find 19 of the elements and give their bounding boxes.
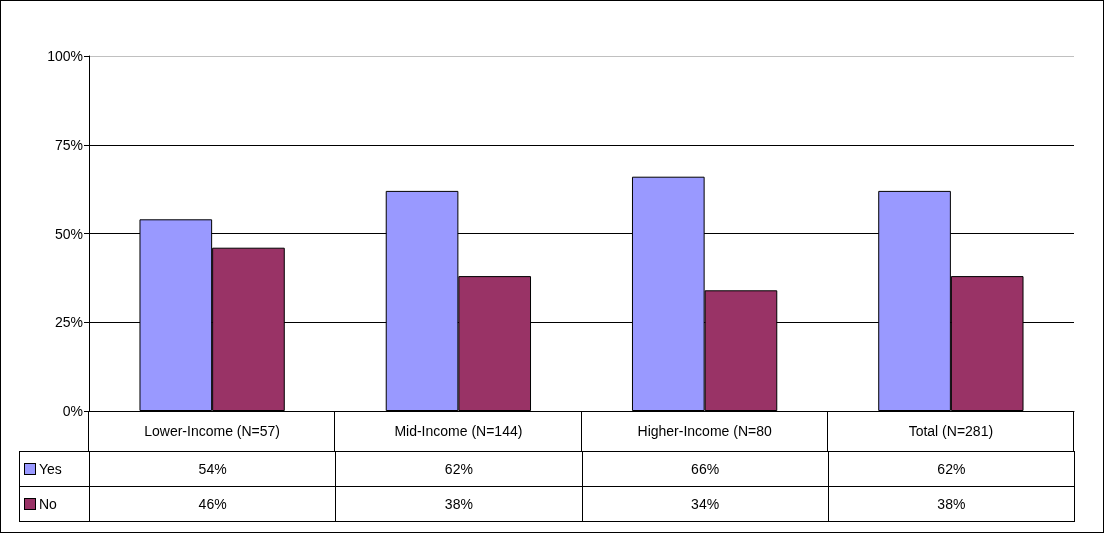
y-tick-label: 50% [54,225,83,242]
y-tick-label: 100% [47,48,83,64]
data-label: 38% [335,486,583,522]
x-tick-label: Total (N=281) [908,423,994,439]
x-tick-label: Lower-Income (N=57) [144,423,281,439]
data-label: 46% [89,486,337,522]
x-tick-label: Mid-Income (N=144) [394,423,523,439]
data-label: 66% [581,451,829,487]
x-tick-label: Higher-Income (N=80 [637,423,772,439]
y-tick-label: 75% [54,136,83,153]
data-label: 34% [581,486,829,522]
data-label: 62% [335,451,583,487]
y-tick-label: 25% [54,314,83,331]
legend-label: Yes [39,461,62,477]
legend-label: No [39,496,57,512]
data-label: 62% [827,451,1075,487]
data-label: 54% [89,451,337,487]
data-label: 38% [827,486,1075,522]
y-tick-label: 0% [62,403,83,419]
